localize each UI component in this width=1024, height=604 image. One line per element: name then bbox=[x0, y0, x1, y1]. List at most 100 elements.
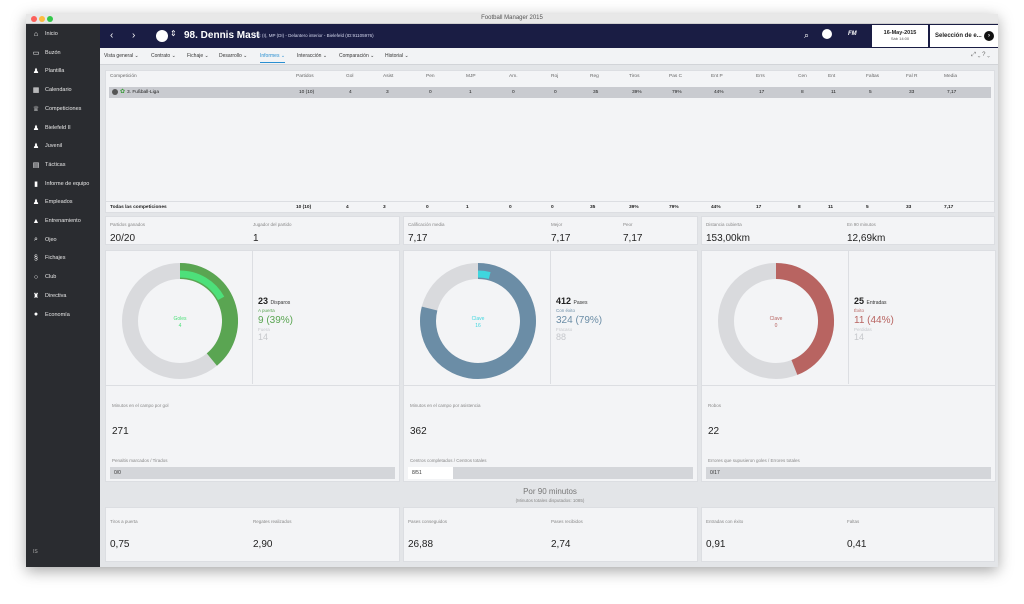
sidebar-item[interactable]: ♟ Empleados bbox=[26, 193, 100, 211]
table-cell: 10 (10) bbox=[296, 205, 312, 210]
team-icon: ♟ bbox=[32, 124, 40, 132]
zoom-window-button[interactable] bbox=[47, 16, 53, 22]
column-header[interactable]: Ent bbox=[828, 74, 836, 79]
progress-bar-text: 0/17 bbox=[710, 470, 720, 476]
column-header[interactable]: Ent P bbox=[711, 74, 723, 79]
close-window-button[interactable] bbox=[31, 16, 37, 22]
stat-label: Distancia cubierta bbox=[706, 222, 742, 227]
stat-label: En 90 minutos bbox=[847, 222, 876, 227]
column-header[interactable]: Pen bbox=[426, 74, 435, 79]
sidebar-item[interactable]: ▤ Tácticas bbox=[26, 156, 100, 174]
table-cell: 5 bbox=[866, 205, 869, 210]
forward-button[interactable]: › bbox=[132, 30, 136, 41]
table-cell: 44% bbox=[714, 90, 724, 95]
stat-value: 7,17 bbox=[623, 233, 643, 244]
per90-label: Pases recibidos bbox=[551, 519, 583, 524]
tab[interactable]: Informes ⌄ bbox=[260, 53, 286, 63]
progress-bar: 0/17 bbox=[706, 467, 991, 479]
table-cell: 79% bbox=[672, 90, 682, 95]
table-row[interactable]: ✿ 3. Fußball-Liga 10 (10) 4 3 0 1 0 0 35 39% 79% 44%… bbox=[109, 87, 991, 98]
selection-label: Selección de e... bbox=[935, 33, 982, 39]
table-cell: 3 bbox=[386, 90, 389, 95]
column-header[interactable]: Media bbox=[944, 74, 958, 79]
column-header[interactable]: Cen bbox=[798, 74, 807, 79]
table-cell: 8 bbox=[801, 90, 804, 95]
globe-icon[interactable] bbox=[822, 29, 832, 39]
per90-title: Por 90 minutos bbox=[523, 487, 577, 496]
stat-value: 20/20 bbox=[110, 233, 136, 244]
minimize-window-button[interactable] bbox=[39, 16, 45, 22]
sidebar-item-label: Plantilla bbox=[45, 68, 65, 75]
tab[interactable]: Historial ⌄ bbox=[385, 53, 409, 59]
league-badge-icon: ✿ bbox=[120, 89, 126, 95]
sidebar-item[interactable]: ♟ Bielefeld II bbox=[26, 119, 100, 137]
staff-icon: ♟ bbox=[32, 199, 40, 207]
fail-label: Fuera bbox=[258, 327, 270, 332]
sidebar-item[interactable]: § Fichajes bbox=[26, 249, 100, 267]
column-header[interactable]: Roj bbox=[551, 74, 559, 79]
table-cell: 44% bbox=[711, 205, 721, 210]
youth-icon: ♟ bbox=[32, 143, 40, 151]
sidebar-item[interactable]: ▲ Entrenamiento bbox=[26, 212, 100, 230]
column-header[interactable]: Fal R bbox=[906, 74, 918, 79]
tab[interactable]: Interacción ⌄ bbox=[297, 53, 328, 59]
sidebar-item[interactable]: ▦ Calendario bbox=[26, 81, 100, 99]
sidebar-item[interactable]: ♕ Competiciones bbox=[26, 100, 100, 118]
table-cell: 0 bbox=[512, 90, 515, 95]
stat-panel-ratings: Calificación media 7,17 Mejor 7,17 Peor … bbox=[403, 216, 698, 245]
table-cell: 11 bbox=[831, 90, 836, 95]
card-divider bbox=[702, 385, 995, 386]
per90-label: Faltas bbox=[847, 519, 860, 524]
fm-menu-button[interactable]: FM bbox=[848, 31, 857, 37]
tab[interactable]: Desarrollo ⌄ bbox=[219, 53, 248, 59]
sidebar-item[interactable]: ⌕ Ojeo bbox=[26, 231, 100, 249]
table-cell: Todas las competiciones bbox=[110, 205, 167, 210]
success-value: 324 (79%) bbox=[556, 315, 603, 326]
stat-label: Mejor bbox=[551, 222, 563, 227]
back-button[interactable]: ‹ bbox=[110, 30, 114, 41]
column-header[interactable]: Pas C bbox=[669, 74, 683, 79]
table-cell: 0 bbox=[509, 205, 512, 210]
sidebar-item[interactable]: ● Economía bbox=[26, 306, 100, 324]
column-header[interactable]: MJP bbox=[466, 74, 476, 79]
date-widget[interactable]: 16-May-2015 Sáb 14:00 bbox=[872, 25, 928, 47]
table-cell: 33 bbox=[909, 90, 915, 95]
tab[interactable]: Fichaje ⌄ bbox=[187, 53, 209, 59]
toolbar-tools[interactable]: ⤢ ⌄ ? ⌄ bbox=[971, 52, 990, 58]
selection-dropdown[interactable]: Selección de e... › bbox=[930, 25, 998, 47]
column-header[interactable]: Faltas bbox=[866, 74, 880, 79]
player-switch-icon[interactable]: ⇕ bbox=[170, 29, 177, 38]
success-label: Éxito bbox=[854, 308, 865, 313]
tab[interactable]: Contrato ⌄ bbox=[151, 53, 176, 59]
column-header[interactable]: Asist bbox=[383, 74, 394, 79]
per90-value: 0,91 bbox=[706, 539, 726, 550]
sidebar-item[interactable]: ⌂ Inicio bbox=[26, 25, 100, 43]
sidebar-item[interactable]: ▭ Buzón bbox=[26, 44, 100, 62]
sidebar-item-label: Economía bbox=[45, 311, 70, 318]
sidebar-item[interactable]: ▮ Informe de equipo bbox=[26, 175, 100, 193]
competition-logo-icon bbox=[112, 89, 118, 95]
sidebar-item[interactable]: ♟ Juvenil bbox=[26, 137, 100, 155]
sidebar-item[interactable]: ♟ Plantilla bbox=[26, 62, 100, 80]
continue-arrow-icon[interactable]: › bbox=[984, 31, 994, 41]
column-header[interactable]: Errs bbox=[756, 74, 765, 79]
search-icon[interactable]: ⌕ bbox=[804, 30, 810, 40]
table-cell: 10 (10) bbox=[299, 90, 315, 95]
competition-table: Competición Partidos Gol Asist Pen MJP Am. Roj R… bbox=[105, 70, 995, 213]
column-header[interactable]: Am. bbox=[509, 74, 518, 79]
column-header[interactable]: Gol bbox=[346, 74, 354, 79]
column-header[interactable]: Reg bbox=[590, 74, 599, 79]
column-header[interactable]: Tiros bbox=[629, 74, 640, 79]
card-divider bbox=[252, 251, 253, 384]
sidebar-item[interactable]: ♜ Directiva bbox=[26, 287, 100, 305]
table-cell: 0 bbox=[426, 205, 429, 210]
tab[interactable]: Vista general ⌄ bbox=[104, 53, 139, 59]
tab[interactable]: Comparación ⌄ bbox=[339, 53, 375, 59]
stat-panel-distance: Distancia cubierta 153,00km En 90 minuto… bbox=[701, 216, 995, 245]
sidebar-item[interactable]: ○ Club bbox=[26, 268, 100, 286]
column-header[interactable]: Competición bbox=[110, 74, 137, 79]
progress-bar: 0/0 bbox=[110, 467, 395, 479]
column-header[interactable]: Partidos bbox=[296, 74, 314, 79]
